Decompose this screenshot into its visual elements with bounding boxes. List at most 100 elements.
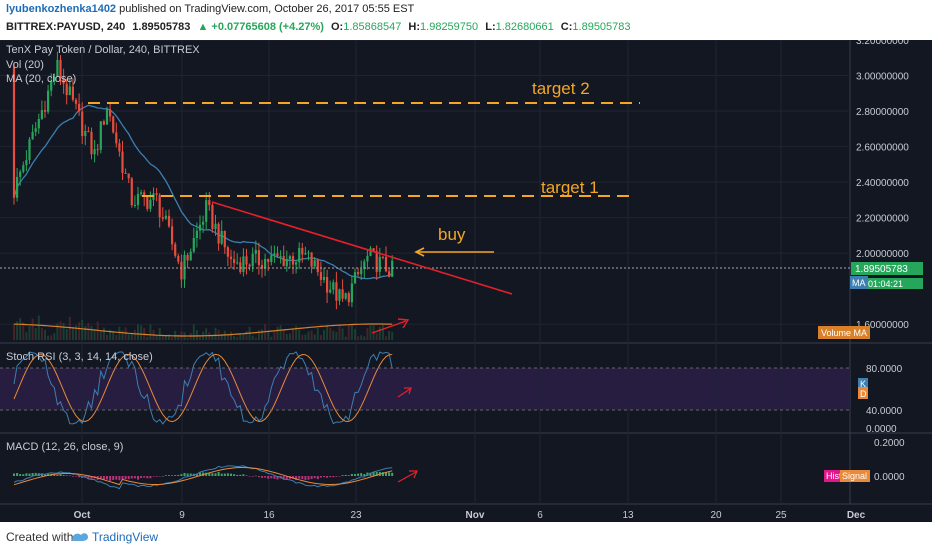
candle-body bbox=[140, 192, 143, 194]
volume-bar bbox=[50, 335, 53, 340]
macd-hist-bar bbox=[230, 473, 232, 476]
volume-bar bbox=[192, 324, 195, 340]
countdown-text: 01:04:21 bbox=[868, 279, 903, 289]
macd-hist-bar bbox=[130, 476, 133, 479]
time-tick-label: 9 bbox=[179, 510, 185, 521]
macd-hist-bar bbox=[199, 472, 201, 476]
macd-hist-bar bbox=[109, 476, 112, 481]
volume-bar bbox=[44, 329, 46, 340]
volume-bar bbox=[140, 325, 143, 340]
volume-bar bbox=[62, 322, 65, 340]
macd-hist-bar bbox=[264, 476, 267, 478]
macd-hist-bar bbox=[319, 476, 322, 478]
time-tick-label: 25 bbox=[775, 510, 787, 521]
macd-signal-line bbox=[13, 467, 393, 486]
candle-body bbox=[16, 176, 19, 198]
macd-panel[interactable] bbox=[0, 434, 850, 504]
candle-body bbox=[360, 269, 363, 275]
volume-bar bbox=[130, 334, 133, 340]
trendline[interactable] bbox=[211, 201, 513, 295]
candle-body bbox=[99, 121, 102, 150]
candle-body bbox=[164, 215, 167, 219]
macd-hist-bar bbox=[282, 476, 285, 480]
candle-body bbox=[357, 272, 360, 275]
volume-bar bbox=[214, 327, 217, 340]
volume-bar bbox=[378, 326, 381, 340]
candle-body bbox=[220, 230, 223, 244]
macd-hist-bar bbox=[208, 472, 211, 476]
candle-body bbox=[316, 260, 319, 273]
volume-bar bbox=[282, 329, 285, 340]
volume-bar bbox=[68, 316, 71, 340]
macd-hist-bar bbox=[158, 476, 161, 477]
volume-bar bbox=[93, 330, 96, 340]
candle-body bbox=[239, 262, 242, 272]
candle-body bbox=[43, 110, 47, 112]
macd-hist-bar bbox=[381, 472, 384, 476]
price-panel[interactable] bbox=[0, 40, 850, 342]
volume-bar bbox=[37, 315, 40, 340]
candle-body bbox=[177, 255, 180, 262]
volume-bar bbox=[341, 328, 344, 340]
candle-body bbox=[50, 81, 53, 91]
tradingview-logo-icon[interactable] bbox=[70, 528, 90, 544]
volume-bar bbox=[121, 330, 124, 340]
time-tick-label: Dec bbox=[847, 510, 866, 521]
candle-body bbox=[136, 193, 140, 205]
author-link[interactable]: lyubenkozhenka1402 bbox=[6, 3, 117, 15]
candle-body bbox=[189, 251, 192, 261]
volume-bar bbox=[106, 334, 108, 340]
volume-bar bbox=[226, 333, 229, 340]
chart-svg[interactable]: target 2 target 1 buy TenX Pay Token / D… bbox=[0, 36, 932, 522]
stoch-k-badge bbox=[858, 378, 868, 390]
candle-body bbox=[372, 248, 375, 252]
candle-body bbox=[81, 111, 84, 137]
candle-body bbox=[198, 224, 202, 231]
volume-bar bbox=[59, 321, 62, 340]
candle-body bbox=[112, 116, 115, 133]
macd-hist-bar bbox=[344, 474, 347, 476]
time-tick-label: 20 bbox=[710, 510, 722, 521]
macd-hist-bar bbox=[307, 476, 310, 480]
time-tick-label: Nov bbox=[466, 510, 485, 521]
macd-signal-badge bbox=[840, 470, 870, 482]
candle-body bbox=[31, 131, 34, 140]
candle-body bbox=[71, 86, 74, 100]
macd-hist-bar bbox=[16, 473, 19, 476]
time-tick-label: 23 bbox=[350, 510, 362, 521]
macd-hist-bar bbox=[186, 473, 189, 476]
candle-body bbox=[313, 260, 316, 267]
macd-hist-bar bbox=[276, 476, 279, 480]
volume-bar bbox=[233, 335, 236, 340]
macd-hist-bar bbox=[323, 476, 325, 478]
macd-legend: MACD (12, 26, close, 9) bbox=[6, 441, 123, 453]
candle-body bbox=[115, 132, 118, 144]
chart-area[interactable]: target 2 target 1 buy TenX Pay Token / D… bbox=[0, 36, 932, 522]
volume-bar bbox=[381, 324, 384, 340]
candle-body bbox=[384, 256, 388, 272]
candle-body bbox=[291, 256, 295, 265]
candle-body bbox=[229, 256, 233, 260]
macd-hist-bar bbox=[195, 473, 198, 476]
candle-body bbox=[25, 160, 28, 166]
stoch-d-text: D bbox=[860, 389, 867, 399]
candle-body bbox=[93, 149, 96, 155]
macd-hist-bar bbox=[189, 473, 192, 476]
stoch-legend: Stoch RSI (3, 3, 14, 14, close) bbox=[6, 351, 153, 363]
candle-body bbox=[307, 252, 310, 254]
candle-body bbox=[366, 255, 369, 262]
volume-bar bbox=[354, 329, 356, 340]
macd-hist-bar bbox=[211, 473, 214, 476]
macd-hist-bar bbox=[335, 476, 338, 477]
candle-body bbox=[167, 215, 171, 227]
macd-hist-bar bbox=[13, 473, 15, 476]
macd-hist-bar bbox=[149, 476, 152, 479]
macd-hist-bar bbox=[326, 476, 329, 478]
tradingview-brand[interactable]: TradingView bbox=[92, 530, 159, 544]
candle-body bbox=[223, 230, 226, 248]
macd-hist-bar bbox=[391, 472, 394, 476]
close-value: 1.89505783 bbox=[572, 21, 631, 33]
macd-hist-bar bbox=[177, 474, 180, 476]
macd-hist-bar bbox=[205, 472, 208, 476]
volume-bar bbox=[81, 319, 84, 340]
